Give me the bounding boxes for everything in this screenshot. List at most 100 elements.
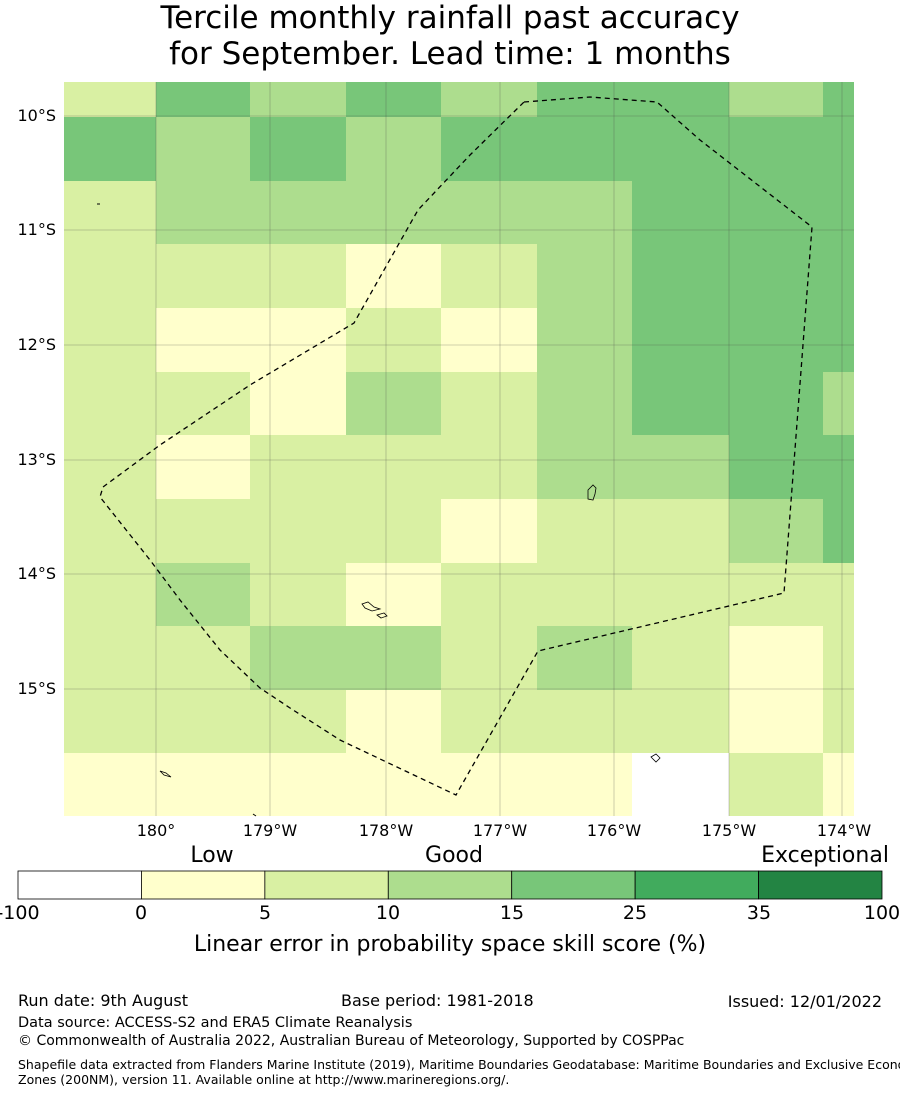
lon-label: 176°W <box>586 821 642 840</box>
grid-cell <box>64 117 156 181</box>
grid-cell <box>441 690 537 753</box>
colorbar-segment <box>511 870 636 900</box>
grid-cell <box>729 435 823 499</box>
colorbar-tick: 10 <box>375 902 401 924</box>
island-outline <box>252 813 257 817</box>
grid-cell <box>250 563 346 626</box>
grid-cell <box>156 181 250 244</box>
grid-cell <box>64 626 156 690</box>
grid-cell <box>346 435 441 499</box>
grid-cell <box>346 117 441 181</box>
island-outline <box>376 612 388 619</box>
grid-cell <box>346 181 441 244</box>
lon-label: 180° <box>136 821 176 840</box>
grid-cell <box>537 117 632 181</box>
grid-cell <box>441 181 537 244</box>
colorbar-tick: 100 <box>863 902 900 924</box>
lon-label: 178°W <box>358 821 414 840</box>
grid-cell <box>64 690 156 753</box>
grid-cell <box>64 435 156 499</box>
colorbar-tick: 35 <box>746 902 772 924</box>
lon-label: 179°W <box>242 821 298 840</box>
lat-label: 15°S <box>17 679 56 698</box>
category-good: Good <box>425 843 483 868</box>
grid-cell <box>823 435 854 499</box>
grid-cell <box>250 308 346 372</box>
grid-cell <box>537 499 632 563</box>
grid-cell <box>632 82 729 117</box>
grid-cell <box>632 626 729 690</box>
colorbar-segment <box>141 870 266 900</box>
issued-date: Issued: 12/01/2022 <box>727 992 882 1011</box>
grid-cell <box>250 626 346 690</box>
grid-cell <box>441 563 537 626</box>
grid-cell <box>632 244 729 308</box>
run-date: Run date: 9th August <box>18 991 188 1010</box>
grid-cell <box>632 372 729 435</box>
category-low: Low <box>190 843 234 868</box>
grid-cell <box>729 308 823 372</box>
colorbar-segment <box>387 870 513 900</box>
grid-cell <box>156 435 250 499</box>
grid-cell <box>346 308 441 372</box>
grid-cell <box>823 82 854 117</box>
graticule <box>64 82 854 816</box>
grid-cell <box>823 244 854 308</box>
base-period: Base period: 1981-2018 <box>341 991 534 1010</box>
grid-cell <box>64 753 156 816</box>
grid-cell <box>156 244 250 308</box>
colorbar-segment <box>264 870 389 900</box>
grid-cell <box>156 499 250 563</box>
grid-cell <box>823 753 854 816</box>
grid-cell <box>441 435 537 499</box>
shapefile-credit-2: Zones (200NM), version 11. Available onl… <box>18 1072 510 1087</box>
lat-label: 10°S <box>17 106 56 125</box>
grid-cell <box>632 753 729 816</box>
grid-cell <box>823 181 854 244</box>
colorbar-tick: 0 <box>134 902 148 924</box>
grid-cell <box>250 181 346 244</box>
grid-cell <box>64 308 156 372</box>
grid-cell <box>823 308 854 372</box>
grid-cell <box>64 82 156 117</box>
island-outline <box>650 753 661 763</box>
grid-cell <box>441 499 537 563</box>
colorbar-tick: -100 <box>0 902 40 924</box>
grid-cell <box>346 372 441 435</box>
grid-cell <box>64 244 156 308</box>
colorbar-segment <box>758 870 883 900</box>
map-title-line-2: for September. Lead time: 1 months <box>169 36 731 72</box>
grid-cell <box>441 308 537 372</box>
grid-cell <box>823 563 854 626</box>
data-source: Data source: ACCESS-S2 and ERA5 Climate … <box>18 1015 413 1031</box>
grid-cell <box>250 435 346 499</box>
grid-cell <box>823 626 854 690</box>
grid-cell <box>537 563 632 626</box>
grid-cell <box>441 753 537 816</box>
grid-cell <box>250 244 346 308</box>
grid-cell <box>250 117 346 181</box>
colorbar-segment <box>634 870 759 900</box>
grid-cell <box>156 753 250 816</box>
grid-cell <box>64 181 156 244</box>
grid-cell <box>632 690 729 753</box>
grid-cell <box>632 435 729 499</box>
colorbar-tick: 25 <box>622 902 648 924</box>
grid-cell <box>156 117 250 181</box>
grid-cell <box>823 499 854 563</box>
grid-cell <box>156 308 250 372</box>
grid-cell <box>346 753 441 816</box>
grid-cell <box>537 690 632 753</box>
grid-cell <box>729 753 823 816</box>
grid-cell <box>250 690 346 753</box>
category-exceptional: Exceptional <box>761 843 889 868</box>
grid-cell <box>441 244 537 308</box>
map-title-line-1: Tercile monthly rainfall past accuracy <box>160 0 740 36</box>
grid-cell <box>537 753 632 816</box>
lon-label: 174°W <box>816 821 872 840</box>
skill-map <box>17 82 883 900</box>
lat-label: 13°S <box>17 450 56 469</box>
grid-cell <box>156 82 250 117</box>
grid-cell <box>729 82 823 117</box>
grid-cell <box>441 372 537 435</box>
